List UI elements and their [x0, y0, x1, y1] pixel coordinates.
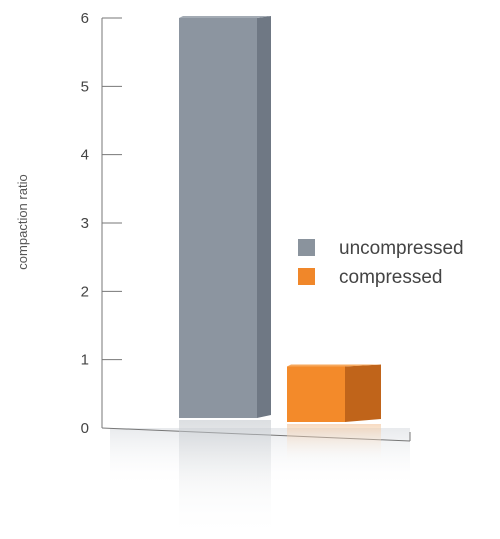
bar-compressed [287, 364, 381, 422]
legend-item: compressed [298, 267, 443, 288]
legend-label: uncompressed [339, 238, 464, 259]
y-tick-label: 5 [81, 78, 89, 95]
legend: uncompressed compressed [298, 238, 464, 288]
bar-reflection [179, 420, 271, 538]
legend-label: compressed [339, 267, 443, 288]
legend-swatch [298, 239, 315, 256]
bar-reflections [179, 420, 381, 538]
bars [179, 16, 381, 422]
bar-uncompressed [179, 16, 271, 418]
bar-front-face [287, 366, 345, 422]
y-tick-label: 3 [81, 215, 89, 232]
y-tick-label: 4 [81, 147, 89, 164]
y-tick-label: 1 [81, 352, 89, 369]
bar-reflection [287, 424, 381, 464]
bar-front-face [179, 18, 257, 418]
y-tick-label: 6 [81, 10, 89, 27]
bar-top-face [287, 364, 381, 367]
legend-swatch [298, 268, 315, 285]
y-axis-label: compaction ratio [15, 174, 30, 269]
bar-side-face [345, 364, 381, 422]
bar-top-face [179, 16, 271, 18]
y-tick-label: 2 [81, 283, 89, 300]
bar-side-face [257, 16, 271, 418]
legend-item: uncompressed [298, 238, 464, 259]
y-tick-label: 0 [81, 420, 89, 437]
